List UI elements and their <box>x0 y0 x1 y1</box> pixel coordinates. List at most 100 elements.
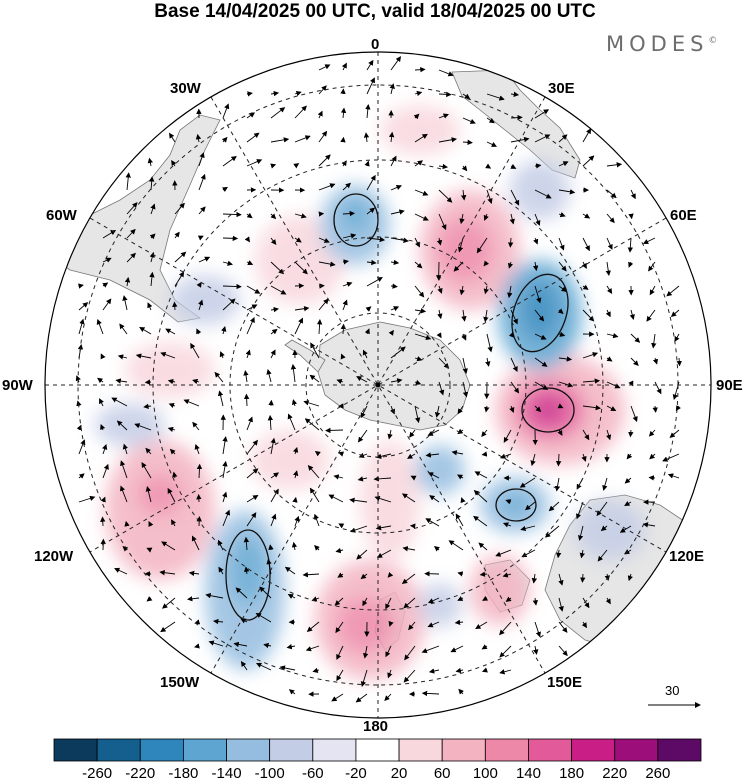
wind-arrow <box>582 404 601 411</box>
wind-arrow <box>510 309 518 325</box>
wind-arrow <box>507 285 513 299</box>
wind-arrow <box>499 645 512 658</box>
colorbar-swatch <box>657 738 702 762</box>
wind-arrow <box>318 261 336 267</box>
wind-arrow <box>414 189 429 196</box>
wind-arrow <box>279 665 296 671</box>
wind-arrow <box>462 117 476 124</box>
vector-scale-label: 30 <box>665 683 680 698</box>
wind-arrow <box>120 485 128 503</box>
wind-arrow <box>390 259 400 266</box>
wind-arrow <box>630 357 639 366</box>
wind-arrow <box>102 282 109 288</box>
wind-arrow <box>582 429 590 441</box>
wind-arrow <box>662 453 680 462</box>
wind-arrow <box>582 284 589 290</box>
wind-arrow <box>534 109 550 119</box>
wind-arrow <box>652 405 658 413</box>
wind-arrow <box>188 570 200 577</box>
colorbar-swatch <box>355 738 400 762</box>
wind-arrow <box>558 212 566 218</box>
wind-arrow <box>246 260 254 266</box>
wind-arrow <box>483 285 489 295</box>
wind-arrow <box>558 597 564 612</box>
wind-arrow <box>534 357 548 367</box>
wind-arrow <box>627 237 634 253</box>
wind-arrow <box>421 690 440 697</box>
wind-arrow <box>654 381 662 395</box>
wind-arrow <box>303 400 320 407</box>
wind-arrow <box>558 331 566 337</box>
wind-arrow <box>76 424 82 431</box>
wind-arrow <box>525 501 536 511</box>
colorbar-swatch <box>528 738 573 762</box>
wind-arrow <box>246 212 253 219</box>
wind-arrow <box>294 213 307 219</box>
wind-arrow <box>507 261 514 269</box>
wind-arrow <box>375 525 392 531</box>
lon-label-90e: 90E <box>716 377 743 394</box>
wind-arrow <box>196 463 203 479</box>
wind-arrow <box>499 621 512 636</box>
wind-arrow <box>425 452 440 458</box>
colorbar <box>53 738 702 762</box>
wind-arrow <box>414 160 424 167</box>
wind-arrow <box>642 237 656 244</box>
colorbar-swatch <box>269 738 314 762</box>
wind-arrow <box>437 309 443 320</box>
wind-arrow <box>408 621 416 631</box>
colorbar-swatch <box>312 738 357 762</box>
wind-arrow <box>436 237 443 246</box>
wind-arrow <box>462 381 469 398</box>
wind-arrow <box>606 237 613 250</box>
wind-arrow <box>363 132 370 143</box>
wind-arrow <box>485 163 492 169</box>
wind-arrow <box>341 62 347 71</box>
wind-arrow <box>263 642 272 649</box>
wind-arrow <box>294 105 307 119</box>
wind-arrow <box>187 596 200 602</box>
wind-arrow <box>627 573 633 582</box>
wind-arrow <box>582 128 592 143</box>
wind-arrow <box>337 572 344 578</box>
wind-arrow <box>358 452 368 458</box>
wind-arrow <box>243 566 250 575</box>
wind-arrow <box>115 378 128 384</box>
wind-arrow <box>342 259 349 265</box>
wind-arrow <box>162 597 176 609</box>
wind-arrow <box>558 261 567 272</box>
wind-arrow <box>457 596 464 601</box>
wind-arrow <box>328 494 344 503</box>
wind-arrow <box>459 285 465 296</box>
wind-arrow <box>534 285 542 304</box>
wind-arrow <box>100 496 106 503</box>
wind-arrow <box>246 495 259 503</box>
anomaly-negative <box>95 403 165 447</box>
wind-arrow <box>667 473 680 479</box>
wind-arrow <box>484 405 490 413</box>
wind-arrow <box>349 497 368 503</box>
wind-arrow <box>366 207 376 215</box>
wind-arrow <box>403 597 416 609</box>
wind-arrow <box>414 285 425 298</box>
wind-arrow <box>450 645 464 653</box>
wind-arrow <box>558 237 565 251</box>
wind-arrow <box>597 549 608 562</box>
colorbar-tick-label: 60 <box>433 765 451 782</box>
wind-arrow <box>174 251 187 263</box>
wind-arrow <box>159 569 176 576</box>
wind-arrow <box>294 135 311 143</box>
wind-arrow <box>414 405 421 424</box>
wind-arrow <box>401 493 416 503</box>
contour-lines <box>225 193 575 621</box>
wind-arrow <box>582 237 590 252</box>
wind-arrow <box>389 83 395 95</box>
wind-arrow <box>266 369 272 383</box>
anomaly-positive <box>360 440 420 560</box>
wind-arrow <box>270 437 276 455</box>
wind-arrow <box>438 137 457 143</box>
wind-arrow <box>150 203 156 215</box>
wind-arrow <box>385 597 392 610</box>
wind-arrow <box>114 567 128 575</box>
wind-arrow <box>558 645 568 657</box>
